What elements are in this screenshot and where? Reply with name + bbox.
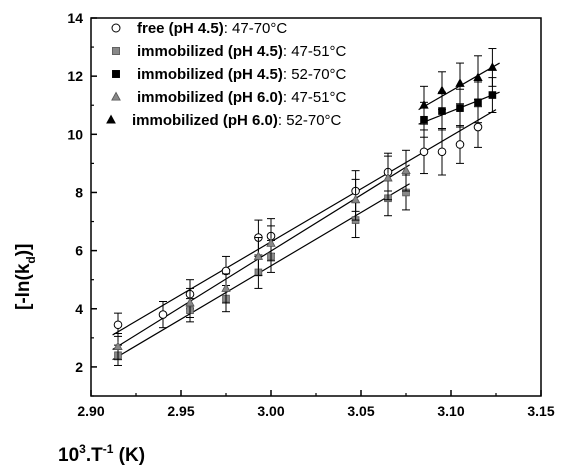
axis-ticks: 2.90 2.95 3.00 3.05 3.10 3.15 2 4 6 8 10 12 14 [67,10,554,419]
marker-triangle [221,283,231,292]
marker-triangle [253,251,264,260]
marker-triangle [487,62,498,71]
legend-item: immobilized (pH 6.0): 52-70°C [106,112,342,129]
y-tick-label: 4 [75,301,83,317]
marker-circle [158,310,168,319]
legend: free (pH 4.5): 47-70°C immobilized (pH 4.… [106,20,347,129]
y-tick-label: 14 [67,10,83,26]
fit-line [112,109,497,336]
legend-label: free (pH 4.5): 47-70°C [137,20,287,37]
marker-circle [473,122,483,132]
y-axis-title: [-ln(kd)] [13,244,38,310]
marker-square [474,98,482,107]
marker-circle [455,140,465,149]
marker-circle [437,147,447,157]
y-tick-label: 6 [75,243,83,259]
marker-triangle [185,297,195,307]
legend-label: immobilized (pH 6.0): 47-51°C [137,89,347,106]
series-points [113,149,411,361]
marker-triangle [473,72,483,82]
marker-circle [419,147,429,157]
marker-triangle [437,85,447,95]
marker-square [112,70,120,78]
series-points [419,48,498,125]
legend-item: free (pH 4.5): 47-70°C [111,20,287,37]
y-tick-label: 10 [67,126,83,142]
y-tick-label: 2 [75,359,83,375]
legend-item: immobilized (pH 6.0): 47-51°C [111,89,347,106]
marker-triangle [266,238,276,247]
series-points [114,174,410,366]
marker-triangle [383,172,393,182]
x-tick-label: 2.90 [77,403,104,419]
marker-triangle [113,341,123,350]
legend-item: immobilized (pH 4.5): 52-70°C [112,66,347,83]
x-tick-label: 3.05 [347,403,374,419]
legend-label: immobilized (pH 6.0): 52-70°C [132,112,342,129]
y-tick-label: 12 [67,68,83,84]
marker-square [488,91,497,99]
x-tick-label: 2.95 [167,403,194,419]
marker-triangle [401,165,411,175]
marker-triangle [111,91,121,101]
legend-item: immobilized (pH 4.5): 47-51°C [112,43,347,60]
x-axis-title: 103.T-1 (K) [58,442,145,466]
data-points [113,48,498,366]
x-tick-label: 3.15 [527,403,554,419]
x-tick-label: 3.10 [437,403,464,419]
x-tick-label: 3.00 [257,403,284,419]
marker-triangle [455,78,465,87]
marker-square [456,104,464,112]
legend-label: immobilized (pH 4.5): 52-70°C [137,66,347,83]
marker-triangle [419,99,429,109]
marker-triangle [350,194,361,204]
marker-square [112,47,120,55]
y-tick-label: 8 [75,184,83,200]
legend-label: immobilized (pH 4.5): 47-51°C [137,43,347,60]
marker-triangle [106,114,116,124]
marker-circle [113,320,123,330]
marker-circle [111,23,121,33]
